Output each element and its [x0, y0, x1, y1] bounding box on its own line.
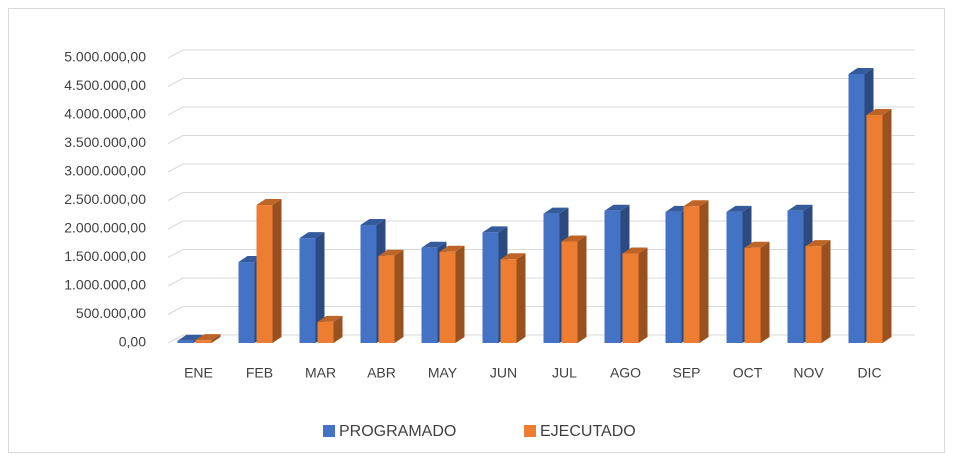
bar-top [561, 235, 587, 242]
bar-side [394, 249, 404, 343]
y-tick-label: 2.500.000,00 [64, 191, 146, 207]
bar-top [848, 67, 874, 74]
x-tick-label: SEP [672, 365, 700, 381]
bar [683, 206, 700, 343]
y-tick-label: 5.000.000,00 [64, 49, 146, 65]
bar-side [315, 232, 325, 343]
grid-line [167, 163, 915, 173]
bar-side [699, 200, 709, 343]
grid-line [167, 192, 915, 201]
x-tick-label: MAR [305, 365, 336, 381]
bar [665, 211, 682, 343]
x-tick-label: JUN [490, 365, 517, 381]
bar [195, 340, 212, 343]
bar-top [482, 226, 508, 233]
bar-top [604, 204, 630, 211]
bar-top [744, 241, 770, 248]
bar-side [821, 240, 831, 343]
bar-side [516, 253, 526, 343]
grid-line [167, 106, 915, 116]
legend-swatch [323, 425, 335, 437]
bar-top [177, 334, 203, 341]
bar [299, 238, 316, 343]
bar [177, 340, 194, 343]
bar-top [256, 199, 282, 206]
y-tick-label: 4.000.000,00 [64, 106, 146, 122]
y-tick-label: 3.000.000,00 [64, 163, 146, 179]
x-tick-label: JUL [552, 365, 577, 381]
bar-top [866, 109, 892, 115]
x-tick-label: ENE [184, 365, 213, 381]
y-tick-label: 1.500.000,00 [64, 248, 146, 264]
bar-side [882, 109, 892, 343]
bar-top [787, 204, 813, 211]
bar-top [378, 249, 404, 256]
x-tick-label: NOV [793, 365, 824, 381]
x-tick-label: DIC [857, 365, 881, 381]
legend-swatch [524, 425, 536, 437]
bar [500, 259, 517, 343]
x-tick-label: FEB [246, 365, 273, 381]
bar-top [805, 240, 831, 247]
legend-text: EJECUTADO [540, 423, 636, 440]
grid-line [167, 135, 915, 144]
x-tick-label: AGO [610, 365, 641, 381]
y-tick-label: 0,00 [119, 334, 146, 350]
bar [439, 251, 456, 343]
legend-text: PROGRAMADO [339, 423, 456, 440]
bar [848, 73, 865, 344]
bar [482, 232, 499, 343]
bar-top [360, 219, 386, 226]
bar-top [500, 253, 526, 260]
bar-side [577, 235, 587, 343]
y-tick-label: 1.000.000,00 [64, 277, 146, 293]
bar [622, 253, 639, 343]
bar [238, 262, 255, 343]
bar-side [211, 334, 221, 343]
bar-top [299, 232, 325, 239]
bar-top [421, 241, 447, 248]
bar [744, 247, 761, 343]
bar [317, 321, 334, 343]
bar-top [726, 205, 752, 212]
bar-top [543, 207, 569, 214]
bar [543, 213, 560, 343]
bar-top [317, 315, 343, 322]
x-tick-label: OCT [733, 365, 763, 381]
bar [360, 225, 377, 343]
x-tick-label: MAY [428, 365, 458, 381]
bar [604, 210, 621, 343]
bar-top [195, 334, 221, 341]
bar [726, 211, 743, 343]
bar-side [638, 247, 648, 343]
y-tick-label: 3.500.000,00 [64, 134, 146, 150]
y-tick-label: 4.500.000,00 [64, 77, 146, 93]
bar-top [439, 245, 465, 252]
bar-side [455, 245, 465, 343]
bar [805, 246, 822, 343]
bar [787, 210, 804, 343]
bar-side [272, 199, 282, 343]
y-tick-label: 500.000,00 [76, 305, 146, 321]
bar [866, 115, 883, 343]
bar-side [333, 315, 343, 343]
bar [256, 205, 273, 343]
y-tick-label: 2.000.000,00 [64, 220, 146, 236]
grid-line [167, 78, 915, 87]
bar [378, 255, 395, 343]
grid-line [167, 49, 915, 59]
bar [561, 241, 578, 343]
bar-top [683, 200, 709, 207]
bar-side [760, 241, 770, 343]
bar [421, 247, 438, 343]
x-tick-label: ABR [367, 365, 396, 381]
bar-top [622, 247, 648, 254]
